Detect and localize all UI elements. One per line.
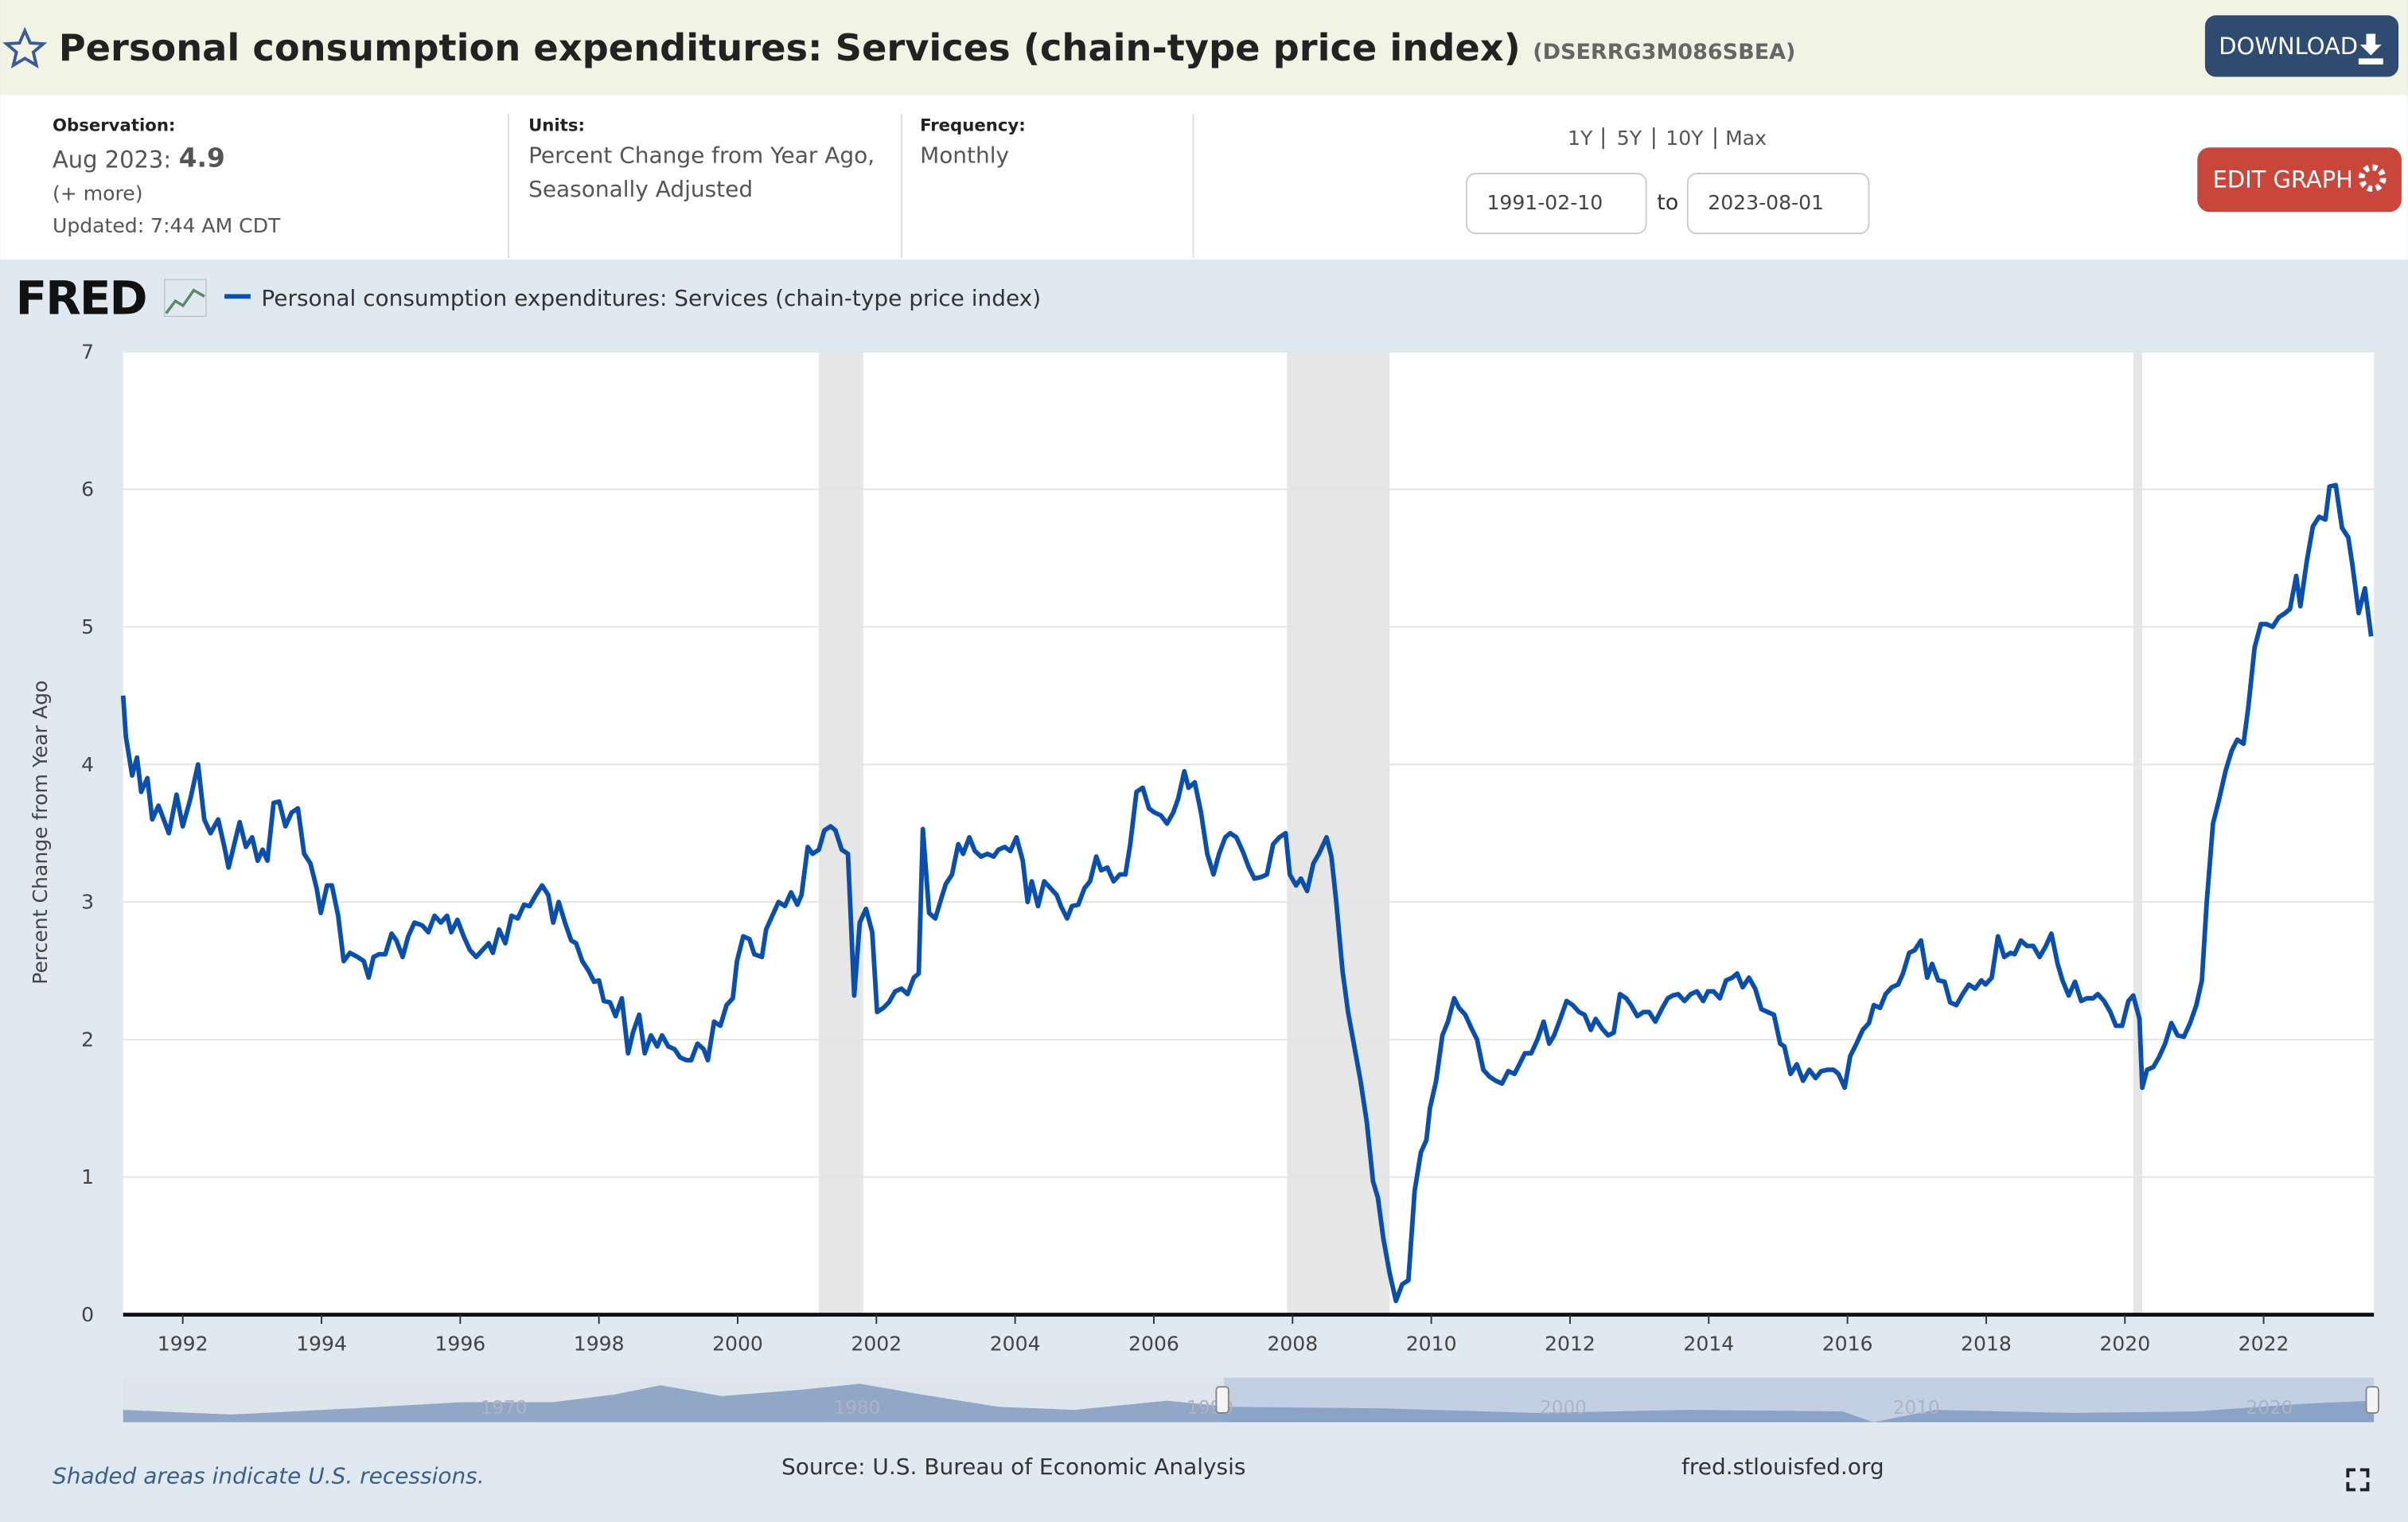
download-button[interactable]: DOWNLOAD [2204,15,2399,77]
navigator-label: 1970 [481,1398,528,1419]
x-tick-label: 2006 [1128,1333,1179,1356]
edit-graph-button[interactable]: EDIT GRAPH [2197,147,2402,213]
y-tick-label: 3 [81,891,94,914]
y-tick-label: 5 [81,615,94,638]
favorite-star[interactable] [2,26,48,69]
x-tick-label: 2000 [712,1333,763,1356]
frequency-label: Frequency: [920,116,1026,136]
plot-area [123,351,2375,1315]
x-tick-label: 2020 [2099,1333,2150,1356]
end-date: 2023-08-01 [1708,191,1824,214]
y-tick-label: 1 [81,1165,94,1188]
recession-band [1287,351,1390,1315]
y-tick-label: 7 [81,340,94,363]
start-date-input[interactable] [1465,173,1647,235]
download-icon [2358,33,2383,65]
x-tick-label: 2016 [1822,1333,1873,1356]
navigator-label: 2020 [2246,1398,2293,1419]
navigator-label: 2010 [1893,1398,1940,1419]
info-row [0,95,2408,260]
units-line: Seasonally Adjusted [528,176,753,202]
edit-bg [2197,147,2402,213]
x-tick-label: 2004 [990,1333,1041,1356]
range-button[interactable]: 5Y [1617,127,1642,150]
navigator-handle[interactable] [2365,1386,2379,1414]
logo-icon [165,288,205,314]
download-bg [2204,15,2399,77]
recession-band [2133,351,2143,1315]
y-tick-label: 2 [81,1028,94,1051]
series-id: (DSERRG3M086SBEA) [1533,40,1795,64]
x-tick-label: 1998 [574,1333,625,1356]
x-tick-label: 1994 [296,1333,347,1356]
x-tick-label: 2008 [1267,1333,1318,1356]
x-tick-label: 1996 [434,1333,485,1356]
fred-logo: FRED [16,271,146,325]
observation-date: Aug 2023: [53,146,171,174]
fullscreen-icon[interactable] [2346,1468,2370,1492]
source: Source: U.S. Bureau of Economic Analysis [781,1454,1245,1480]
recession-note: Shaded areas indicate U.S. recessions. [53,1463,485,1489]
x-tick-label: 2018 [1961,1333,2012,1356]
x-tick-label: 2012 [1545,1333,1596,1356]
range-button[interactable]: 1Y [1568,127,1593,150]
download-label: DOWNLOAD [2219,33,2358,60]
x-tick-label: 2014 [1683,1333,1734,1356]
to-label: to [1657,190,1678,215]
recession-band [818,351,863,1315]
navigator-label: 2000 [1540,1398,1587,1419]
x-tick-label: 2010 [1406,1333,1457,1356]
units-line: Percent Change from Year Ago, [528,142,875,168]
series-line [120,482,2374,1304]
updated: Updated: 7:44 AM CDT [53,214,281,237]
end-date-input[interactable] [1686,173,1870,235]
range-button[interactable]: 10Y [1666,127,1704,150]
observation-label: Observation: [53,116,175,136]
navigator-label: 1980 [834,1398,881,1419]
x-tick-label: 2002 [851,1333,902,1356]
observation-value: 4.9 [179,143,225,174]
more-link[interactable]: (+ more) [53,182,143,205]
range-button[interactable]: Max [1725,127,1767,150]
start-date: 1991-02-10 [1486,191,1603,214]
edit-label: EDIT GRAPH [2213,166,2353,193]
logo-frame [164,279,207,318]
page-title: Personal consumption expenditures: Servi… [59,26,1521,69]
navigator-series [123,1383,2375,1422]
site[interactable]: fred.stlouisfed.org [1681,1454,1884,1480]
header-bar [0,0,2408,96]
y-tick-label: 4 [81,753,94,776]
navigator-handle[interactable] [1215,1386,1229,1414]
x-tick-label: 1992 [158,1333,208,1356]
x-tick-label: 2022 [2239,1333,2289,1356]
y-tick-label: 0 [81,1303,94,1326]
units-label: Units: [528,116,585,136]
y-tick-label: 6 [81,478,94,501]
y-axis-title: Percent Change from Year Ago [29,681,52,985]
legend-label[interactable]: Personal consumption expenditures: Servi… [261,285,1041,311]
gear-icon [2358,164,2387,193]
frequency: Monthly [920,142,1009,168]
